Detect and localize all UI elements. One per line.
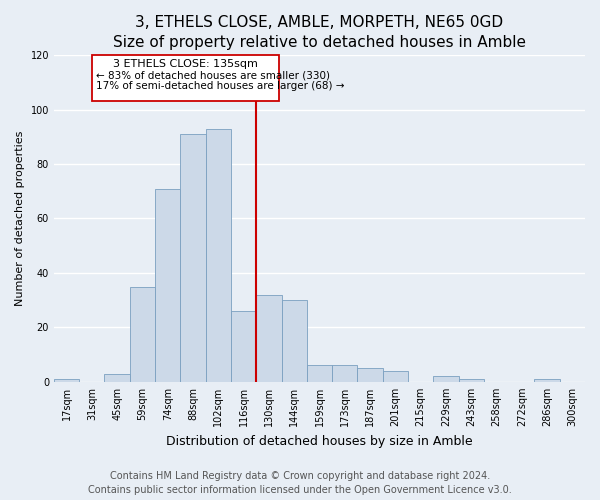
Text: ← 83% of detached houses are smaller (330): ← 83% of detached houses are smaller (33… bbox=[95, 70, 329, 80]
Bar bbox=[535, 379, 560, 382]
Bar bbox=[307, 366, 332, 382]
Bar bbox=[332, 366, 358, 382]
Bar bbox=[231, 311, 256, 382]
Text: Contains HM Land Registry data © Crown copyright and database right 2024.
Contai: Contains HM Land Registry data © Crown c… bbox=[88, 471, 512, 495]
Bar bbox=[104, 374, 130, 382]
Bar bbox=[155, 188, 181, 382]
Bar bbox=[130, 286, 155, 382]
Bar bbox=[256, 294, 281, 382]
Text: 3 ETHELS CLOSE: 135sqm: 3 ETHELS CLOSE: 135sqm bbox=[113, 59, 258, 69]
Bar bbox=[458, 379, 484, 382]
Title: 3, ETHELS CLOSE, AMBLE, MORPETH, NE65 0GD
Size of property relative to detached : 3, ETHELS CLOSE, AMBLE, MORPETH, NE65 0G… bbox=[113, 15, 526, 50]
Text: 17% of semi-detached houses are larger (68) →: 17% of semi-detached houses are larger (… bbox=[95, 81, 344, 91]
Y-axis label: Number of detached properties: Number of detached properties bbox=[15, 131, 25, 306]
Bar bbox=[54, 379, 79, 382]
Bar bbox=[181, 134, 206, 382]
Bar bbox=[358, 368, 383, 382]
X-axis label: Distribution of detached houses by size in Amble: Distribution of detached houses by size … bbox=[166, 434, 473, 448]
Bar bbox=[281, 300, 307, 382]
Bar bbox=[383, 371, 408, 382]
Bar bbox=[433, 376, 458, 382]
Bar bbox=[206, 128, 231, 382]
FancyBboxPatch shape bbox=[92, 55, 279, 102]
